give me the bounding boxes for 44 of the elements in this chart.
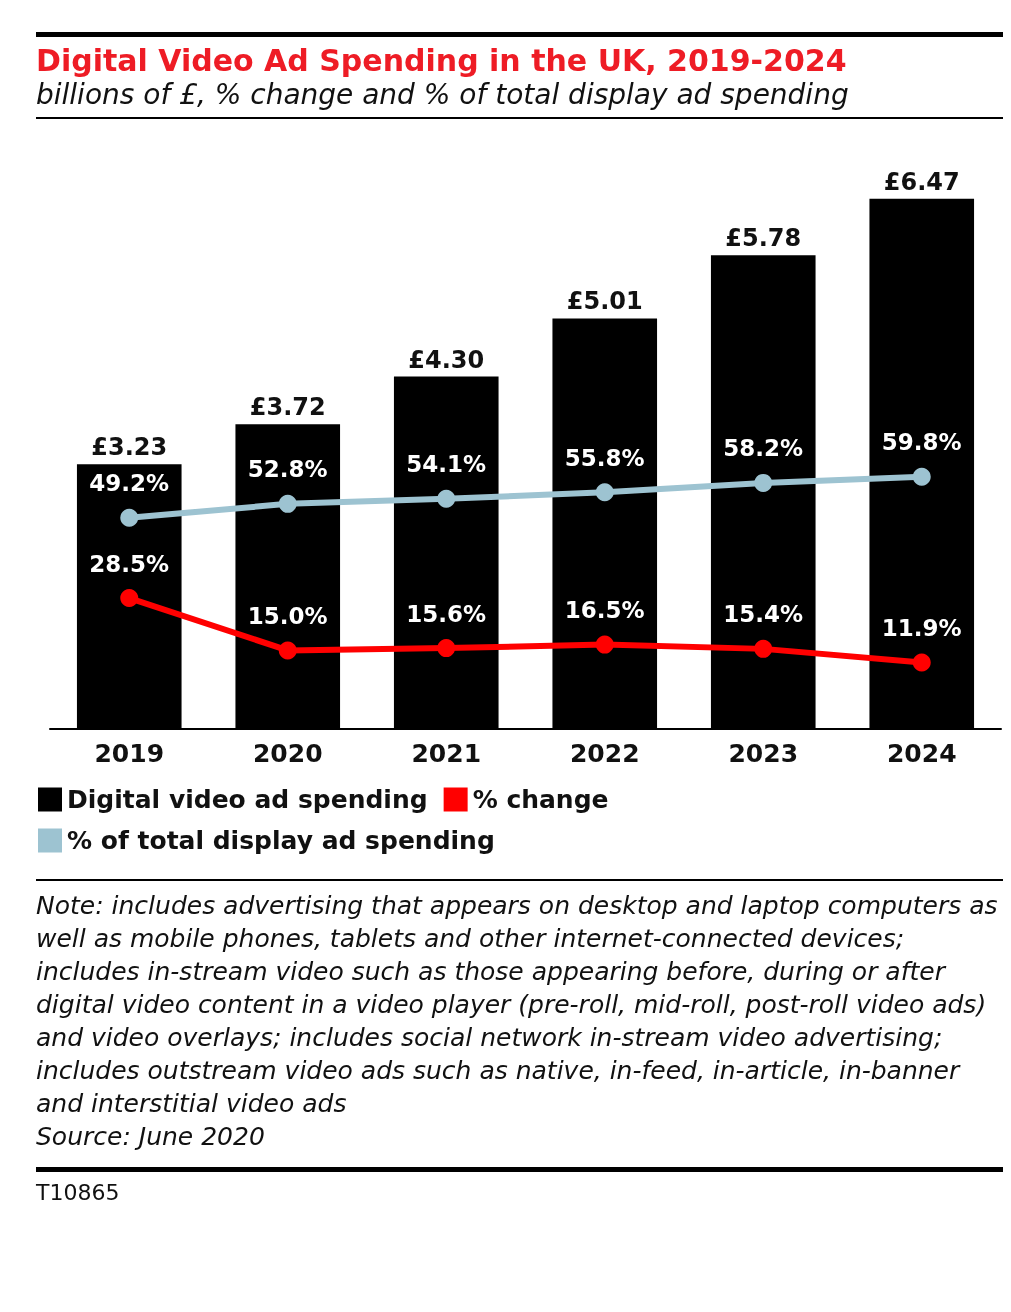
data-label: £4.30	[408, 345, 485, 374]
data-label: £6.47	[883, 167, 960, 196]
point	[912, 467, 931, 486]
data-label: 28.5%	[89, 550, 170, 577]
point	[120, 508, 139, 527]
legend-label: Digital video ad spending	[67, 785, 428, 814]
data-label: £5.01	[566, 287, 643, 316]
data-label: 52.8%	[247, 456, 328, 483]
x-tick-label: 2020	[252, 739, 323, 768]
data-label: 49.2%	[89, 470, 170, 497]
data-label: 54.1%	[406, 451, 487, 478]
point	[278, 494, 297, 513]
x-tick-label: 2022	[569, 739, 640, 768]
point	[912, 653, 931, 672]
point	[437, 489, 456, 508]
source-note: Source: June 2020	[36, 1121, 266, 1153]
text: T10865	[36, 1167, 1003, 1205]
chart-title: Digital Video Ad Spending in the UK, 2019-2024	[36, 43, 848, 78]
point	[120, 589, 139, 608]
chart-subtitle: billions of £, % change and % of total display ad spending	[36, 78, 1003, 119]
data-label: £3.23	[91, 433, 168, 462]
data-label: 11.9%	[881, 614, 962, 641]
data-label: 16.5%	[564, 597, 645, 624]
point	[278, 641, 297, 660]
point	[437, 639, 456, 658]
data-label: £3.72	[249, 393, 326, 422]
x-tick-label: 2019	[94, 739, 165, 768]
point	[754, 473, 773, 492]
point	[595, 635, 614, 654]
data-label: 55.8%	[564, 444, 645, 471]
data-label: 58.2%	[723, 435, 804, 462]
legend-label: % of total display ad spending	[67, 826, 495, 855]
data-label: 15.0%	[247, 602, 328, 629]
x-tick-label: 2024	[886, 739, 957, 768]
x-tick-label: 2023	[728, 739, 799, 768]
point	[754, 639, 773, 658]
data-label: 15.6%	[406, 600, 487, 627]
x-tick-label: 2021	[411, 739, 482, 768]
legend-label: % change	[472, 785, 609, 814]
data-label: 59.8%	[881, 429, 962, 456]
text: Note: includes advertising that appears on desktop and laptop computers as well as mobile phones, tablets and other internet-connected devices; includes in-stream video such as those appearing before, during or after digital video content in a video player (pre-roll, mid-roll, post-roll video ads) and video overlays; includes social network in-stream video advertising; includes outstream video ads such as native, in-feed, in-article, in-banner and interstitial video ads	[36, 890, 999, 1120]
data-label: 15.4%	[723, 601, 804, 628]
data-label: £5.78	[725, 224, 802, 253]
point	[595, 483, 614, 502]
